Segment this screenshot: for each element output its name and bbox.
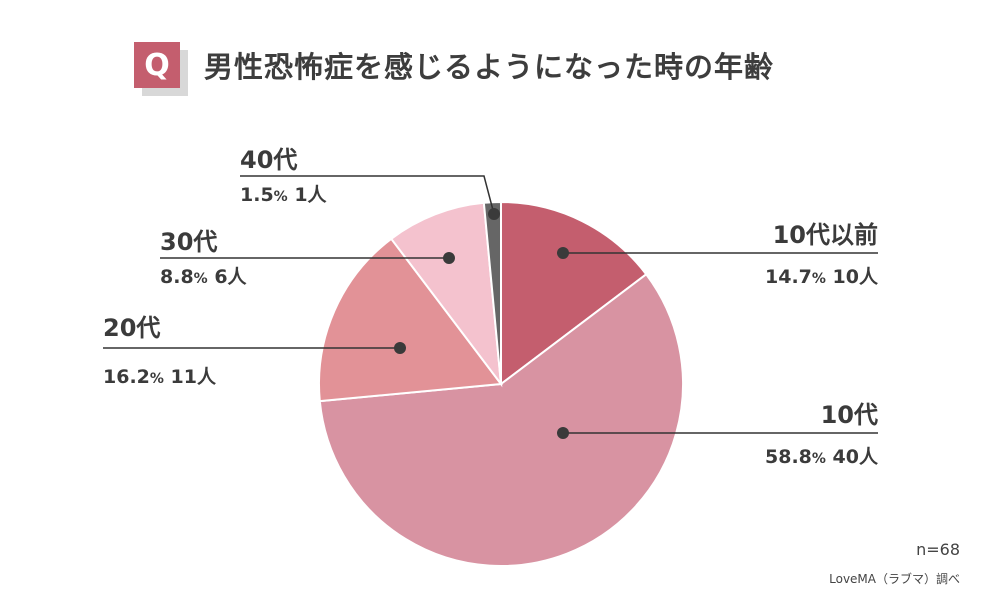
leader-dot-4 [488, 208, 500, 220]
slice-value-4: 1.5% 1人 [240, 184, 328, 206]
slice-value-3: 8.8% 6人 [160, 266, 248, 288]
slice-label-1: 10代 [821, 401, 878, 429]
slice-value-1: 58.8% 40人 [765, 446, 879, 468]
slice-labels: 10代以前 14.7% 10人 10代 58.8% 40人 20代 16.2% 11人 30… [103, 146, 879, 468]
pie-slice-4 [482, 200, 502, 385]
leader-dot-0 [557, 247, 569, 259]
leader-dot-2 [394, 342, 406, 354]
pie-slice-1 [318, 272, 684, 567]
leader-line-4 [240, 175, 495, 215]
sample-size: n=68 [916, 540, 960, 559]
q-badge: Q [134, 42, 180, 88]
source-note: LoveMA（ラブマ）調べ [829, 572, 960, 586]
chart-title: 男性恐怖症を感じるようになった時の年齢 [204, 50, 775, 84]
pie-slice-3 [389, 201, 503, 388]
slice-label-0: 10代以前 [773, 221, 878, 249]
slice-value-2: 16.2% 11人 [103, 366, 217, 388]
leader-lines [103, 175, 878, 439]
pie-slice-2 [318, 237, 503, 403]
slice-label-4: 40代 [240, 146, 297, 174]
pie-slices [318, 200, 684, 567]
slice-label-3: 30代 [160, 228, 217, 256]
leader-dot-3 [443, 252, 455, 264]
leader-dot-1 [557, 427, 569, 439]
slice-value-0: 14.7% 10人 [765, 266, 879, 288]
slice-label-2: 20代 [103, 314, 160, 342]
pie-slice-0 [500, 200, 648, 387]
